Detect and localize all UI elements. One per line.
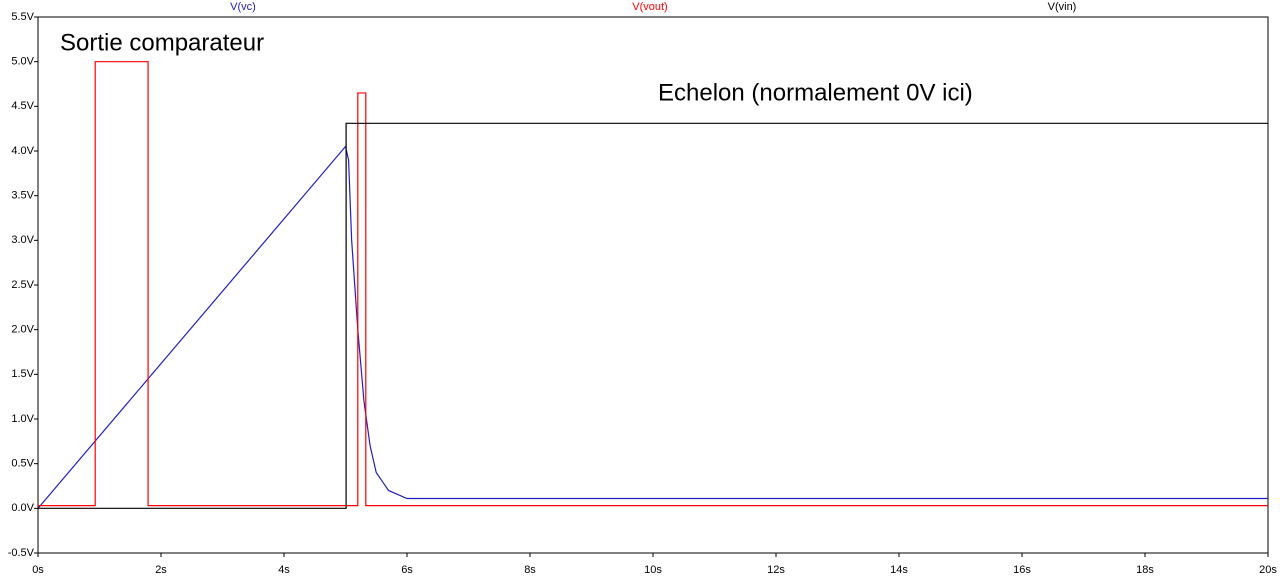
annotation: Echelon (normalement 0V ici)	[658, 79, 973, 106]
x-tick-label: 10s	[644, 564, 662, 576]
series-line	[38, 122, 1268, 509]
x-tick-label: 18s	[1136, 564, 1154, 576]
plot-frame	[37, 16, 1269, 554]
x-tick-label: 6s	[401, 564, 413, 576]
series-line	[37, 145, 1268, 509]
legend-label: V(vout)	[632, 1, 667, 13]
annotation: Sortie comparateur	[60, 29, 264, 56]
y-tick-label: 0.5V	[11, 458, 34, 470]
y-tick-label: 2.5V	[11, 279, 34, 291]
x-tick-label: 0s	[32, 564, 44, 576]
y-tick-label: 5.5V	[11, 11, 34, 23]
y-tick-label: 0.0V	[11, 502, 34, 514]
series-line	[38, 61, 1268, 507]
x-tick-label: 20s	[1259, 564, 1277, 576]
y-tick-label: 5.0V	[11, 56, 34, 68]
x-tick-label: 2s	[155, 564, 167, 576]
y-tick-label: 2.0V	[11, 324, 34, 336]
x-tick-label: 14s	[890, 564, 908, 576]
x-tick-label: 4s	[278, 564, 290, 576]
y-tick-label: 4.0V	[11, 145, 34, 157]
x-tick-label: 12s	[767, 564, 785, 576]
y-tick-label: 3.5V	[11, 190, 34, 202]
y-tick-label: 1.0V	[11, 413, 34, 425]
y-tick-label: 1.5V	[11, 368, 34, 380]
y-tick-label: -0.5V	[8, 547, 35, 559]
y-tick-label: 4.5V	[11, 100, 34, 112]
legend-label: V(vin)	[1048, 1, 1077, 13]
y-tick-label: 3.0V	[11, 234, 34, 246]
legend-label: V(vc)	[230, 1, 256, 13]
x-tick-label: 16s	[1013, 564, 1031, 576]
x-tick-label: 8s	[524, 564, 536, 576]
